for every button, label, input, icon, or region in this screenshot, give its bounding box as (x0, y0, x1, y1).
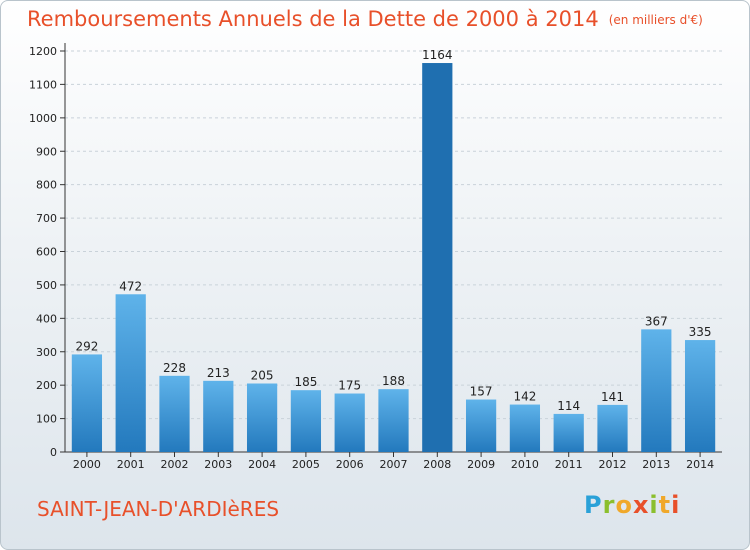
proxiti-logo: Proxiti (584, 491, 681, 519)
y-tick-label: 1000 (29, 112, 57, 125)
x-tick-label-2001: 2001 (117, 458, 145, 471)
y-tick-label: 800 (36, 179, 57, 192)
value-label-2001: 472 (119, 279, 142, 293)
x-tick-label-2011: 2011 (555, 458, 583, 471)
bar-2001 (115, 294, 146, 452)
bar-2010 (509, 404, 541, 452)
value-label-2007: 188 (382, 374, 405, 388)
x-tick-label-2005: 2005 (292, 458, 320, 471)
x-tick-label-2014: 2014 (686, 458, 714, 471)
y-tick-label: 100 (36, 413, 57, 426)
x-tick-label-2010: 2010 (511, 458, 539, 471)
x-tick-label-2009: 2009 (467, 458, 495, 471)
y-tick-label: 900 (36, 145, 57, 158)
bar-2002 (159, 375, 190, 452)
bar-2012 (597, 404, 628, 452)
value-label-2011: 114 (557, 399, 580, 413)
bar-2003 (203, 380, 234, 452)
value-label-2003: 213 (207, 366, 230, 380)
y-tick-label: 700 (36, 212, 57, 225)
value-label-2009: 157 (470, 385, 493, 399)
y-tick-label: 1200 (29, 45, 57, 58)
y-tick-label: 1100 (29, 78, 57, 91)
x-tick-label-2004: 2004 (248, 458, 276, 471)
bar-2009 (465, 399, 497, 452)
bar-2004 (246, 383, 278, 452)
value-label-2013: 367 (645, 314, 668, 328)
x-tick-label-2012: 2012 (599, 458, 627, 471)
place-name: SAINT-JEAN-D'ARDIèRES (37, 497, 280, 521)
value-label-2000: 292 (75, 339, 98, 353)
bar-2013 (641, 329, 672, 452)
bar-2014 (684, 340, 716, 452)
y-tick-label: 500 (36, 279, 57, 292)
bar-2007 (378, 389, 409, 452)
x-tick-label-2008: 2008 (423, 458, 451, 471)
unit-note: (en milliers d'€) (608, 13, 703, 27)
x-tick-label-2003: 2003 (204, 458, 232, 471)
x-tick-label-2006: 2006 (336, 458, 364, 471)
chart-title-text: Remboursements Annuels de la Dette de 20… (27, 7, 599, 31)
x-tick-label-2000: 2000 (73, 458, 101, 471)
y-tick-label: 400 (36, 312, 57, 325)
labels: 0 100 200 300 400 500 600 700 800 900 1000 1100 1200… (29, 45, 714, 471)
y-tick-label: 600 (36, 246, 57, 259)
bar-2005 (290, 390, 322, 452)
x-tick-label-2013: 2013 (642, 458, 670, 471)
bars (71, 63, 716, 452)
bar-2006 (334, 393, 365, 452)
value-label-2014: 335 (689, 325, 712, 339)
value-label-2004: 205 (251, 368, 274, 382)
y-tick-label: 200 (36, 379, 57, 392)
chart-title: Remboursements Annuels de la Dette de 20… (27, 7, 703, 31)
x-tick-label-2007: 2007 (380, 458, 408, 471)
value-label-2002: 228 (163, 361, 186, 375)
bar-2000 (71, 354, 103, 452)
value-label-2006: 175 (338, 379, 361, 393)
value-label-2012: 141 (601, 390, 624, 404)
x-tick-label-2002: 2002 (161, 458, 189, 471)
y-tick-label: 300 (36, 346, 57, 359)
value-label-2010: 142 (513, 390, 536, 404)
bar-2011 (553, 413, 584, 452)
bar-2008 (422, 63, 453, 452)
y-tick-label: 0 (50, 446, 57, 459)
value-label-2008: 1164 (422, 48, 453, 62)
value-label-2005: 185 (294, 375, 317, 389)
